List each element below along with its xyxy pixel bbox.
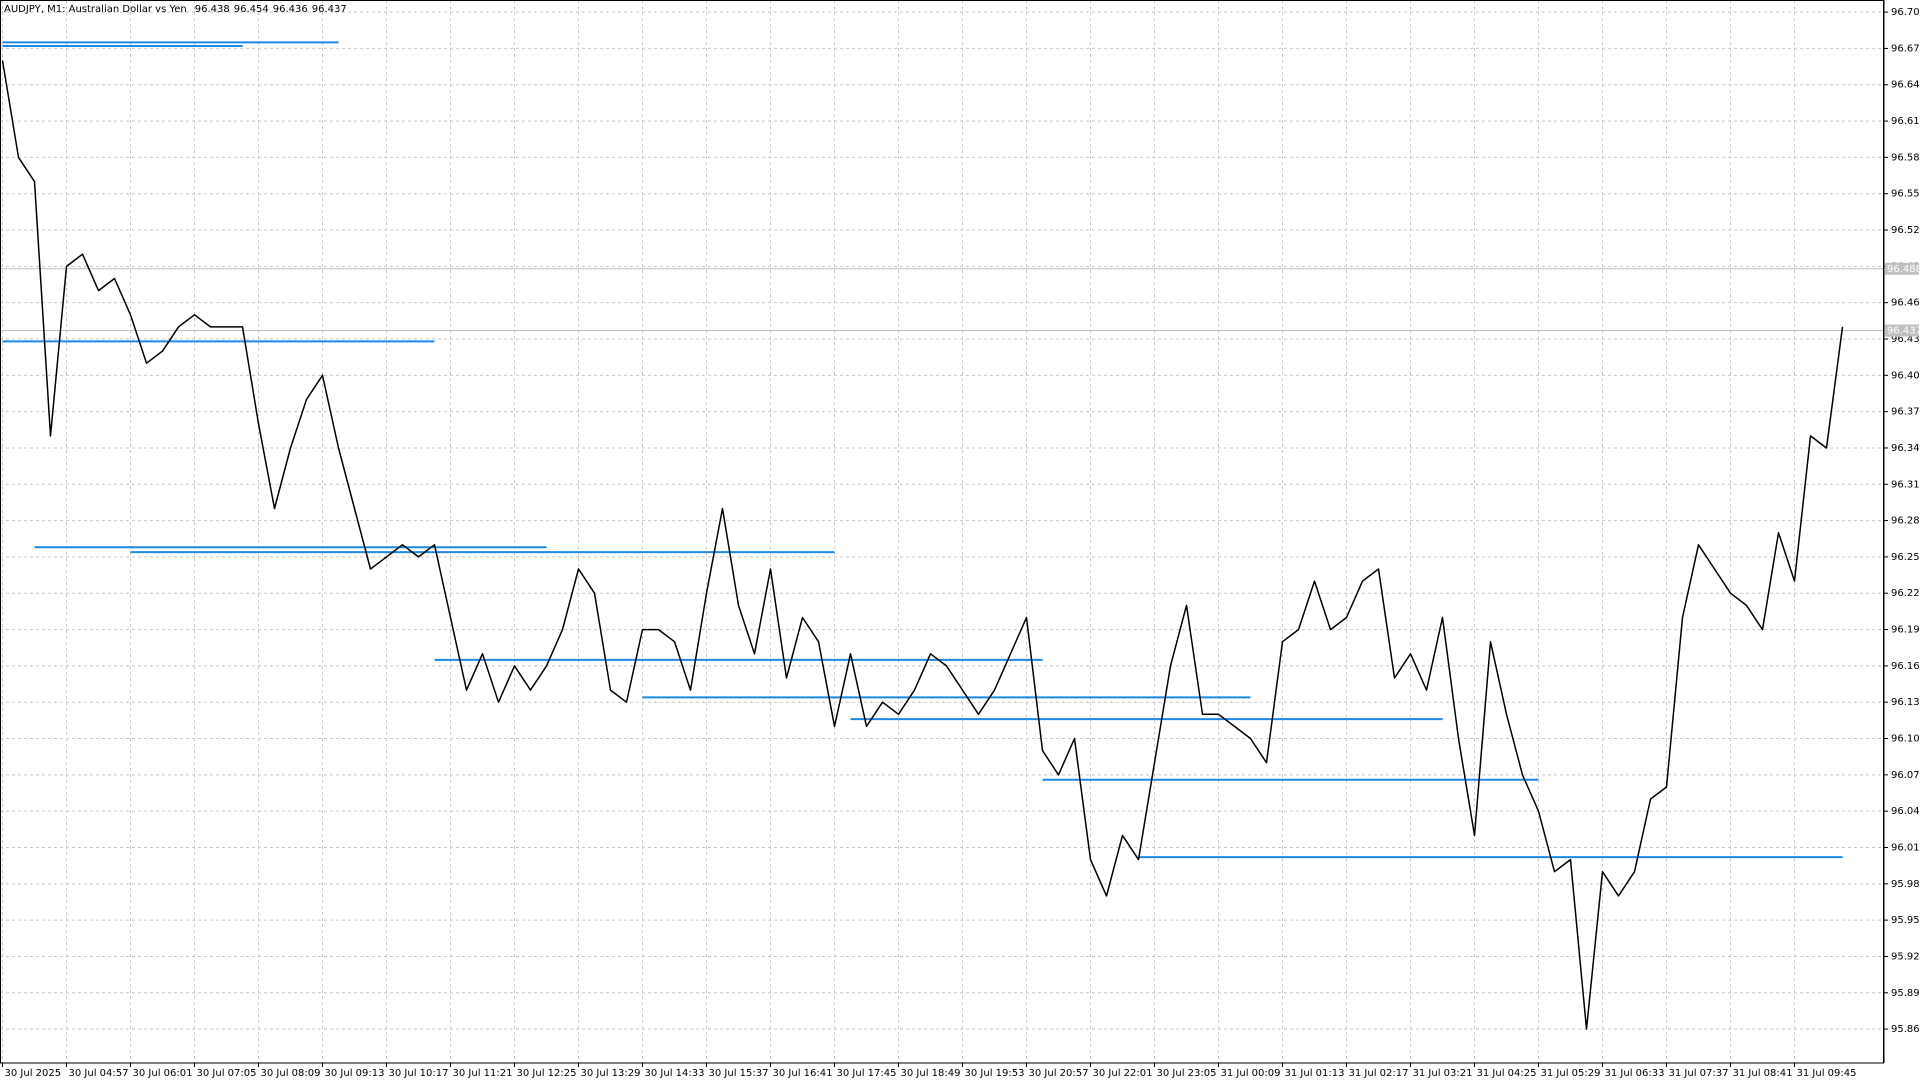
x-tick-label: 30 Jul 09:13 — [325, 1068, 385, 1079]
y-tick-label: 96.160 — [1891, 661, 1920, 672]
x-tick-label: 30 Jul 20:57 — [1029, 1068, 1089, 1079]
x-tick-label: 31 Jul 05:29 — [1541, 1068, 1601, 1079]
x-tick-label: 30 Jul 08:09 — [261, 1068, 321, 1079]
x-tick-label: 31 Jul 09:45 — [1797, 1068, 1857, 1079]
x-tick-label: 30 Jul 23:05 — [1157, 1068, 1217, 1079]
x-tick-label: 31 Jul 03:21 — [1413, 1068, 1473, 1079]
ohlc-value: 96.438 — [195, 4, 230, 15]
y-tick-label: 96.070 — [1891, 770, 1920, 781]
x-tick-label: 30 Jul 19:53 — [965, 1068, 1025, 1079]
x-tick-label: 30 Jul 22:01 — [1093, 1068, 1153, 1079]
x-tick-label: 30 Jul 2025 — [5, 1068, 62, 1079]
x-tick-label: 30 Jul 13:29 — [581, 1068, 641, 1079]
y-tick-label: 95.980 — [1891, 879, 1920, 890]
y-tick-label: 96.580 — [1891, 152, 1920, 163]
x-tick-label: 31 Jul 00:09 — [1221, 1068, 1281, 1079]
y-tick-label: 96.460 — [1891, 298, 1920, 309]
ohlc-value: 96.437 — [312, 4, 347, 15]
x-tick-label: 30 Jul 10:17 — [389, 1068, 449, 1079]
chart-title: AUDJPY, M1: Australian Dollar vs Yen — [4, 4, 187, 15]
price-line-series — [1, 60, 1844, 1030]
x-tick-label: 31 Jul 02:17 — [1349, 1068, 1409, 1079]
x-tick-label: 31 Jul 08:41 — [1733, 1068, 1793, 1079]
header: AUDJPY, M1: Australian Dollar vs Yen 96.… — [4, 4, 347, 15]
y-tick-label: 96.550 — [1891, 189, 1920, 200]
y-tick-label: 96.610 — [1891, 116, 1920, 127]
plot — [0, 41, 1884, 1030]
y-tick-label: 96.280 — [1891, 516, 1920, 527]
x-tick-label: 31 Jul 07:37 — [1669, 1068, 1729, 1079]
y-tick-label: 95.950 — [1891, 915, 1920, 926]
x-tick-label: 31 Jul 04:25 — [1477, 1068, 1537, 1079]
x-tick-label: 31 Jul 01:13 — [1285, 1068, 1345, 1079]
x-tick-label: 30 Jul 07:05 — [197, 1068, 257, 1079]
y-tick-label: 96.250 — [1891, 552, 1920, 563]
y-tick-label: 96.010 — [1891, 842, 1920, 853]
ohlc-value: 96.454 — [234, 4, 269, 15]
ohlc-value: 96.436 — [273, 4, 308, 15]
price-tag-label: 96.488 — [1887, 264, 1920, 275]
y-tick-label: 96.220 — [1891, 588, 1920, 599]
y-tick-label: 96.700 — [1891, 7, 1920, 18]
y-tick-label: 96.430 — [1891, 334, 1920, 345]
y-tick-label: 95.860 — [1891, 1024, 1920, 1035]
x-tick-label: 30 Jul 14:33 — [645, 1068, 705, 1079]
y-tick-label: 96.400 — [1891, 370, 1920, 381]
y-tick-label: 96.040 — [1891, 806, 1920, 817]
y-tick-label: 96.670 — [1891, 43, 1920, 54]
price-tag — [1885, 324, 1919, 337]
y-tick-label: 95.890 — [1891, 988, 1920, 999]
x-tick-label: 30 Jul 06:01 — [133, 1068, 193, 1079]
price-tag-label: 96.437 — [1887, 326, 1920, 337]
y-tick-label: 96.340 — [1891, 443, 1920, 454]
y-tick-label: 96.190 — [1891, 625, 1920, 636]
x-tick-label: 30 Jul 12:25 — [517, 1068, 577, 1079]
y-tick-label: 95.920 — [1891, 951, 1920, 962]
y-tick-label: 96.100 — [1891, 734, 1920, 745]
plot-frame — [0, 0, 1884, 1064]
y-tick-label: 96.520 — [1891, 225, 1920, 236]
x-tick-label: 31 Jul 06:33 — [1605, 1068, 1665, 1079]
y-tick-label: 96.370 — [1891, 407, 1920, 418]
price-tag — [1885, 262, 1919, 275]
x-tick-label: 30 Jul 16:41 — [773, 1068, 833, 1079]
x-tick-label: 30 Jul 18:49 — [901, 1068, 961, 1079]
y-tick-label: 96.310 — [1891, 479, 1920, 490]
x-tick-label: 30 Jul 15:37 — [709, 1068, 769, 1079]
grid — [0, 0, 1884, 1063]
x-tick-label: 30 Jul 11:21 — [453, 1068, 513, 1079]
y-tick-label: 96.130 — [1891, 697, 1920, 708]
x-tick-label: 30 Jul 04:57 — [69, 1068, 129, 1079]
x-tick-label: 30 Jul 17:45 — [837, 1068, 897, 1079]
y-tick-label: 96.640 — [1891, 80, 1920, 91]
